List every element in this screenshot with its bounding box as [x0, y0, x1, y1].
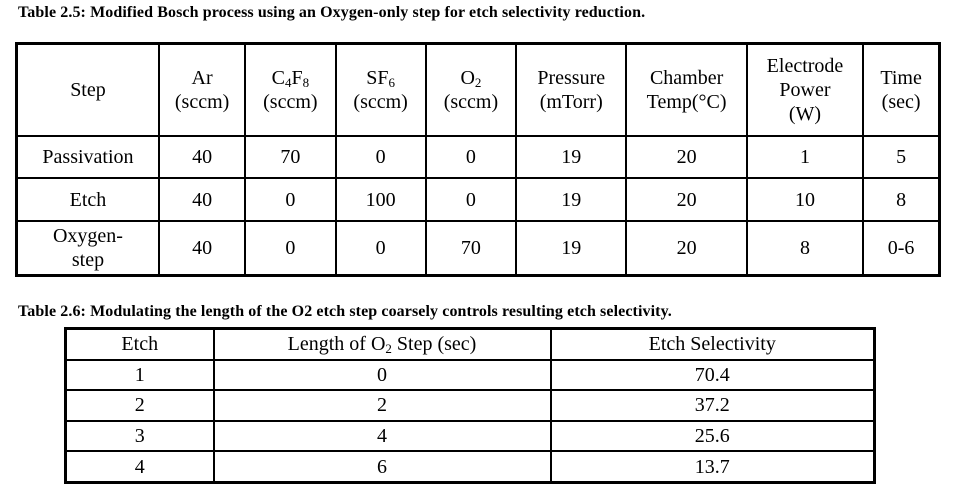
table-row: Oxygen-step 40 0 0 70 19 20 8 0-6 [15, 220, 941, 277]
cell-length: 6 [212, 450, 552, 484]
table-row: 2 2 37.2 [64, 389, 876, 422]
cell-o2: 0 [424, 177, 518, 223]
cell-o2: 0 [424, 134, 518, 180]
header-length-o2-step: Length of O2 Step (sec) [212, 327, 552, 361]
cell-etch: 4 [64, 450, 215, 484]
etch-selectivity-table: Etch Length of O2 Step (sec) Etch Select… [64, 327, 876, 484]
cell-c4f8: 0 [244, 177, 337, 223]
cell-power: 1 [745, 134, 865, 180]
cell-power: 8 [745, 220, 865, 277]
cell-selectivity: 70.4 [549, 358, 876, 392]
table-row: Passivation 40 70 0 0 19 20 1 5 [15, 134, 941, 180]
header-o2: O2 (sccm) [424, 42, 518, 137]
cell-length: 4 [212, 419, 552, 453]
cell-time: 8 [862, 177, 941, 223]
table-row: 1 0 70.4 [64, 358, 876, 392]
cell-c4f8: 0 [244, 220, 337, 277]
header-step: Step [15, 42, 160, 137]
cell-length: 0 [212, 358, 552, 392]
table-2-6-caption: Table 2.6: Modulating the length of the … [18, 303, 672, 320]
cell-etch: 2 [64, 389, 215, 422]
table-row: 3 4 25.6 [64, 419, 876, 453]
cell-time: 5 [862, 134, 941, 180]
cell-step: Oxygen-step [15, 220, 160, 277]
header-electrode-power: Electrode Power (W) [745, 42, 865, 137]
header-c4f8: C4F8 (sccm) [244, 42, 337, 137]
header-etch-selectivity: Etch Selectivity [549, 327, 876, 361]
cell-temp: 20 [625, 134, 748, 180]
cell-sf6: 0 [334, 134, 427, 180]
cell-etch: 1 [64, 358, 215, 392]
header-etch: Etch [64, 327, 215, 361]
cell-c4f8: 70 [244, 134, 337, 180]
header-pressure: Pressure (mTorr) [515, 42, 628, 137]
cell-pressure: 19 [515, 220, 628, 277]
table-header-row: Step Ar (sccm) C4F8 (sccm) SF6 (sccm) O2 (sc… [15, 42, 941, 137]
cell-selectivity: 37.2 [549, 389, 876, 422]
cell-selectivity: 13.7 [549, 450, 876, 484]
cell-temp: 20 [625, 177, 748, 223]
cell-sf6: 100 [334, 177, 427, 223]
cell-step: Etch [15, 177, 160, 223]
bosch-process-table: Step Ar (sccm) C4F8 (sccm) SF6 (sccm) O2 (sc… [15, 42, 941, 277]
cell-selectivity: 25.6 [549, 419, 876, 453]
table-2-5-caption: Table 2.5: Modified Bosch process using … [18, 4, 646, 21]
cell-ar: 40 [157, 220, 247, 277]
table-row: Etch 40 0 100 0 19 20 10 8 [15, 177, 941, 223]
cell-pressure: 19 [515, 177, 628, 223]
cell-step: Passivation [15, 134, 160, 180]
cell-length: 2 [212, 389, 552, 422]
header-time: Time (sec) [862, 42, 941, 137]
header-sf6: SF6 (sccm) [334, 42, 427, 137]
cell-sf6: 0 [334, 220, 427, 277]
cell-etch: 3 [64, 419, 215, 453]
cell-temp: 20 [625, 220, 748, 277]
cell-ar: 40 [157, 134, 247, 180]
header-chamber-temp: Chamber Temp(°C) [625, 42, 748, 137]
cell-pressure: 19 [515, 134, 628, 180]
header-ar: Ar (sccm) [157, 42, 247, 137]
cell-time: 0-6 [862, 220, 941, 277]
table-header-row: Etch Length of O2 Step (sec) Etch Select… [64, 327, 876, 361]
table-row: 4 6 13.7 [64, 450, 876, 484]
cell-power: 10 [745, 177, 865, 223]
cell-ar: 40 [157, 177, 247, 223]
cell-o2: 70 [424, 220, 518, 277]
